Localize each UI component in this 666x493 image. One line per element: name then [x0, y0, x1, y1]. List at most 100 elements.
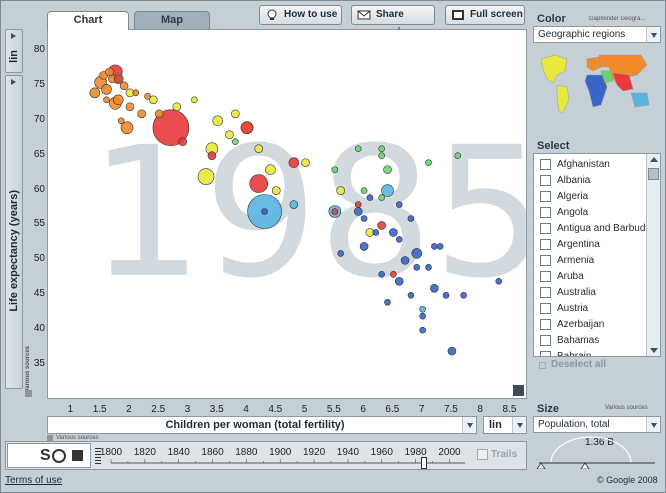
bubble-europe[interactable] — [154, 109, 164, 119]
chevron-up-icon[interactable] — [650, 157, 658, 162]
bubble-americas[interactable] — [225, 130, 234, 140]
bubble-africa[interactable] — [442, 291, 450, 299]
country-item[interactable]: Bahrain — [540, 348, 591, 356]
bubble-africa[interactable] — [384, 298, 391, 306]
bubble-middle-east[interactable] — [378, 145, 385, 152]
bubble-europe[interactable] — [137, 109, 146, 119]
bubble-africa[interactable] — [353, 207, 363, 216]
bubble-asia[interactable] — [288, 157, 300, 168]
bubble-americas[interactable] — [265, 164, 276, 175]
bubble-middle-east[interactable] — [425, 159, 432, 166]
size-selector[interactable]: Population, total — [533, 416, 661, 433]
trails-toggle[interactable]: Trails — [475, 445, 525, 465]
country-item[interactable]: Albania — [540, 172, 590, 188]
bubble-middle-east[interactable] — [378, 194, 385, 201]
bubble-europe[interactable] — [89, 87, 101, 99]
bubble-africa[interactable] — [337, 250, 344, 257]
bubble-middle-east[interactable] — [232, 138, 239, 145]
bubble-americas[interactable] — [172, 102, 182, 112]
bubble-africa[interactable] — [447, 346, 457, 356]
bubble-europe[interactable] — [119, 81, 129, 91]
bubble-europe[interactable] — [112, 94, 124, 106]
country-item[interactable]: Armenia — [540, 252, 594, 268]
bubble-asia[interactable] — [113, 74, 123, 84]
chevron-down-icon[interactable] — [650, 348, 658, 353]
bubble-americas[interactable] — [191, 96, 198, 104]
bubble-americas[interactable] — [301, 158, 310, 167]
country-checkbox[interactable] — [540, 286, 551, 298]
bubble-middle-east[interactable] — [454, 152, 462, 159]
bubble-asia[interactable] — [377, 221, 386, 230]
country-item[interactable]: Afghanistan — [540, 156, 610, 172]
size-scale-slider[interactable] — [535, 433, 659, 469]
play-stop-button[interactable]: S — [7, 443, 91, 468]
tab-map[interactable]: Map — [134, 11, 210, 29]
country-checkbox[interactable] — [540, 350, 551, 356]
bubble-africa[interactable] — [378, 271, 385, 278]
bubble-americas[interactable] — [254, 144, 264, 153]
color-selector[interactable]: Geographic regions — [533, 26, 661, 43]
bubble-africa[interactable] — [411, 248, 423, 259]
bubble-asia[interactable] — [178, 137, 187, 146]
bubble-africa[interactable] — [419, 312, 426, 320]
bubble-europe[interactable] — [105, 67, 114, 77]
bubble-africa[interactable] — [400, 256, 410, 265]
country-checkbox[interactable] — [540, 174, 551, 186]
bubble-africa[interactable] — [407, 291, 415, 299]
bubble-africa[interactable] — [460, 291, 467, 299]
bubble-oceania[interactable] — [419, 305, 426, 313]
world-map-legend[interactable] — [537, 49, 655, 121]
resize-handle-icon[interactable] — [513, 385, 524, 396]
bubble-africa[interactable] — [431, 243, 438, 250]
how-to-use-button[interactable]: How to use — [259, 5, 342, 25]
country-item[interactable]: Aruba — [540, 268, 584, 284]
bubble-africa[interactable] — [407, 215, 415, 222]
bubble-africa[interactable] — [436, 243, 444, 250]
country-checkbox[interactable] — [540, 238, 551, 250]
bubble-middle-east[interactable] — [354, 145, 362, 152]
share-graph-button[interactable]: Share graph — [351, 5, 435, 38]
bubble-americas[interactable] — [231, 109, 240, 119]
scroll-thumb[interactable] — [648, 168, 659, 180]
bubble-oceania[interactable] — [381, 184, 394, 197]
country-item[interactable]: Australia — [540, 284, 596, 300]
x-info-icon[interactable] — [47, 435, 53, 441]
y-scale-selector[interactable]: lin — [5, 29, 23, 73]
bubble-europe[interactable] — [144, 93, 151, 100]
bubble-asia[interactable] — [249, 174, 269, 193]
country-checkbox[interactable] — [540, 206, 551, 218]
bubble-africa[interactable] — [372, 229, 380, 236]
bubble-europe[interactable] — [125, 102, 135, 112]
bubble-africa[interactable] — [413, 264, 421, 271]
country-checkbox[interactable] — [540, 302, 551, 314]
country-checkbox[interactable] — [540, 222, 551, 234]
country-item[interactable]: Argentina — [540, 236, 600, 252]
bubble-europe[interactable] — [103, 96, 110, 104]
y-info-icon[interactable] — [25, 390, 32, 397]
country-item[interactable]: Antigua and Barbuda — [540, 220, 651, 236]
bubble-africa[interactable] — [430, 284, 439, 293]
timeline-handle[interactable] — [421, 457, 428, 469]
bubble-americas[interactable] — [336, 186, 345, 195]
bubble-asia[interactable] — [240, 121, 254, 135]
x-indicator-selector[interactable]: Children per woman (total fertility) — [47, 416, 477, 434]
bubble-asia[interactable] — [331, 208, 339, 215]
full-screen-button[interactable]: Full screen — [445, 5, 525, 25]
timeline-slider[interactable] — [109, 457, 469, 471]
bubble-asia[interactable] — [152, 109, 190, 147]
bubble-europe[interactable] — [120, 121, 134, 135]
bubble-americas[interactable] — [212, 115, 224, 127]
bubble-oceania[interactable] — [289, 200, 299, 209]
bubble-africa[interactable] — [360, 215, 368, 222]
country-list[interactable]: Afghanistan Albania Algeria Angola Antigua a… — [533, 153, 661, 357]
tab-chart[interactable]: Chart — [47, 11, 129, 30]
country-checkbox[interactable] — [540, 254, 551, 266]
bubble-africa[interactable] — [495, 278, 503, 285]
bubble-africa[interactable] — [366, 194, 374, 201]
bubble-africa[interactable] — [395, 201, 403, 208]
bubble-americas[interactable] — [271, 186, 281, 195]
country-item[interactable]: Angola — [540, 204, 588, 220]
bubble-americas[interactable] — [197, 168, 215, 185]
bubble-middle-east[interactable] — [383, 165, 392, 174]
x-scale-selector[interactable]: lin — [483, 416, 527, 434]
